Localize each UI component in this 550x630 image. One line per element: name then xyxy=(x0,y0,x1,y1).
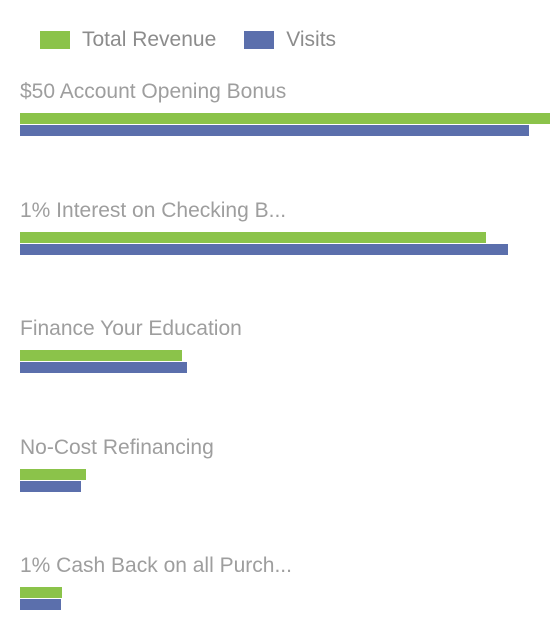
bar-total-revenue[interactable] xyxy=(20,113,550,124)
bar-total-revenue[interactable] xyxy=(20,587,63,598)
category-label: No-Cost Refinancing xyxy=(20,435,214,459)
bar-visits[interactable] xyxy=(20,599,61,610)
category-label: 1% Interest on Checking B... xyxy=(20,198,287,222)
legend-swatch-visits xyxy=(244,31,275,49)
legend-item-total-revenue[interactable]: Total Revenue xyxy=(40,28,216,52)
legend-label-visits: Visits xyxy=(286,28,337,51)
category-label: Finance Your Education xyxy=(20,317,242,340)
bar-visits[interactable] xyxy=(20,362,187,373)
legend-label-total-revenue: Total Revenue xyxy=(82,28,217,51)
legend-swatch-total-revenue xyxy=(40,31,70,49)
bar-visits[interactable] xyxy=(20,125,529,136)
category-label: 1% Cash Back on all Purch... xyxy=(20,554,292,577)
legend: Total Revenue Visits xyxy=(40,28,364,52)
legend-item-visits[interactable]: Visits xyxy=(244,28,336,52)
bar-total-revenue[interactable] xyxy=(20,468,87,480)
bar-visits[interactable] xyxy=(20,480,81,492)
bar-total-revenue[interactable] xyxy=(20,350,182,361)
category-label: $50 Account Opening Bonus xyxy=(20,80,287,103)
bar-total-revenue[interactable] xyxy=(20,231,487,243)
bar-visits[interactable] xyxy=(20,243,508,255)
